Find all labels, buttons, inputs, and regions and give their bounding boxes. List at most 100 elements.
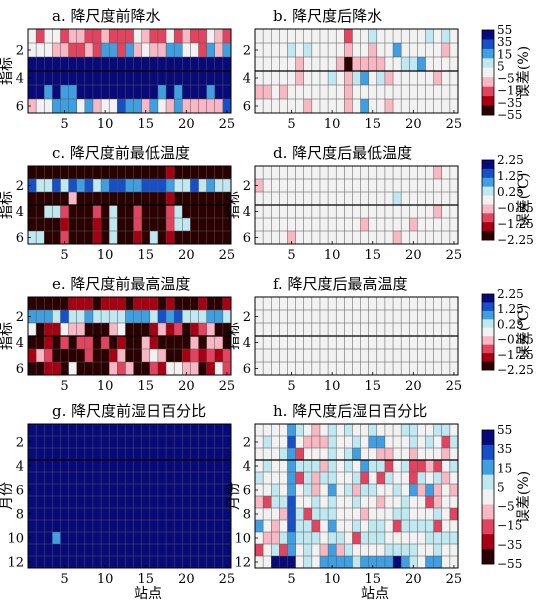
- cell: [449, 218, 459, 232]
- cell: [360, 349, 369, 363]
- cell: [344, 99, 353, 114]
- cell: [393, 460, 402, 473]
- cell: [368, 349, 378, 363]
- cell: [417, 508, 426, 521]
- cell: [133, 508, 142, 521]
- cell: [303, 544, 313, 557]
- cell: [36, 231, 45, 245]
- cell: [149, 310, 159, 324]
- cell: [52, 362, 61, 376]
- cell: [263, 544, 272, 557]
- cell: [109, 99, 118, 114]
- cell: [303, 43, 313, 58]
- cell: [149, 85, 159, 100]
- colorbar-segment: [482, 319, 494, 329]
- cell: [28, 472, 37, 485]
- cell: [141, 218, 151, 232]
- cell: [206, 43, 216, 58]
- cell: [360, 85, 369, 100]
- cell: [149, 99, 159, 114]
- cell: [166, 336, 175, 350]
- cell: [311, 192, 321, 206]
- cell: [36, 99, 45, 114]
- cell: [166, 508, 175, 521]
- panel-frame: [27, 423, 232, 569]
- cell: [425, 179, 434, 193]
- cell: [303, 179, 313, 193]
- cell: [36, 508, 45, 521]
- colorbar-segment: [482, 353, 494, 362]
- cell: [222, 192, 232, 206]
- y-axis-label-c: 指标: [0, 191, 15, 219]
- cell: [311, 179, 321, 193]
- cell: [84, 532, 94, 545]
- cell: [36, 85, 45, 100]
- cell: [393, 192, 402, 206]
- cell: [255, 424, 264, 437]
- cell: [287, 424, 296, 437]
- cell: [166, 532, 175, 545]
- colorbar-segment: [482, 294, 494, 303]
- cell: [263, 472, 272, 485]
- cell: [76, 436, 86, 449]
- cell: [393, 544, 402, 557]
- cell: [263, 484, 272, 497]
- cell: [133, 179, 142, 193]
- cell: [182, 57, 191, 72]
- cell: [92, 349, 102, 363]
- cell: [182, 323, 191, 337]
- cell: [182, 436, 191, 449]
- cell: [68, 99, 78, 114]
- colorbar-segment: [482, 310, 494, 320]
- cell: [441, 218, 451, 232]
- cell: [182, 310, 191, 324]
- cell: [190, 496, 199, 509]
- cell: [125, 166, 134, 180]
- cell: [109, 472, 118, 485]
- cell: [214, 231, 224, 245]
- cell: [190, 297, 199, 311]
- cell: [311, 544, 321, 557]
- cell: [68, 218, 78, 232]
- cell: [319, 99, 329, 114]
- cell: [198, 362, 207, 376]
- cell: [295, 496, 305, 509]
- cell: [60, 43, 69, 58]
- cell: [401, 192, 410, 206]
- cell: [198, 484, 207, 497]
- cell: [384, 99, 394, 114]
- colorbar-segment: [482, 195, 494, 205]
- cell: [425, 424, 434, 437]
- cell: [76, 336, 86, 350]
- cell: [125, 29, 134, 44]
- cell: [255, 544, 264, 557]
- cell: [198, 556, 207, 569]
- cell: [214, 520, 224, 533]
- cell: [133, 520, 142, 533]
- cell: [303, 436, 313, 449]
- cell: [401, 71, 410, 86]
- cell: [36, 436, 45, 449]
- cell: [344, 520, 353, 533]
- x-tick-label: 25: [446, 117, 463, 132]
- cell: [433, 436, 443, 449]
- cell: [214, 544, 224, 557]
- cell: [449, 85, 459, 100]
- cell: [60, 436, 69, 449]
- cell: [352, 496, 361, 509]
- x-tick-label: 25: [219, 572, 236, 587]
- cell: [376, 472, 386, 485]
- cell: [133, 496, 142, 509]
- cell: [441, 349, 451, 363]
- colorbar-tick-label: 15: [497, 461, 512, 475]
- cell: [60, 71, 69, 86]
- cell: [190, 508, 199, 521]
- cell: [174, 297, 183, 311]
- colorbar-segment: [482, 231, 494, 241]
- colorbar-tick-label: −35: [497, 96, 522, 110]
- cell: [68, 297, 78, 311]
- cell: [44, 71, 53, 86]
- cell: [28, 205, 37, 219]
- cell: [117, 520, 126, 533]
- cell: [360, 532, 369, 545]
